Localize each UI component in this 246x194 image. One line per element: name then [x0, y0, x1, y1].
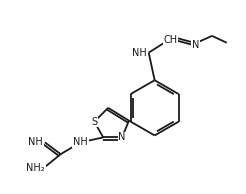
Text: N: N [118, 133, 126, 142]
Text: NH: NH [73, 137, 88, 147]
Text: NH: NH [28, 137, 43, 147]
Text: S: S [91, 117, 97, 127]
Text: N: N [192, 40, 200, 50]
Text: CH: CH [163, 35, 178, 45]
Text: NH: NH [132, 48, 147, 58]
Text: NH₂: NH₂ [26, 163, 45, 173]
